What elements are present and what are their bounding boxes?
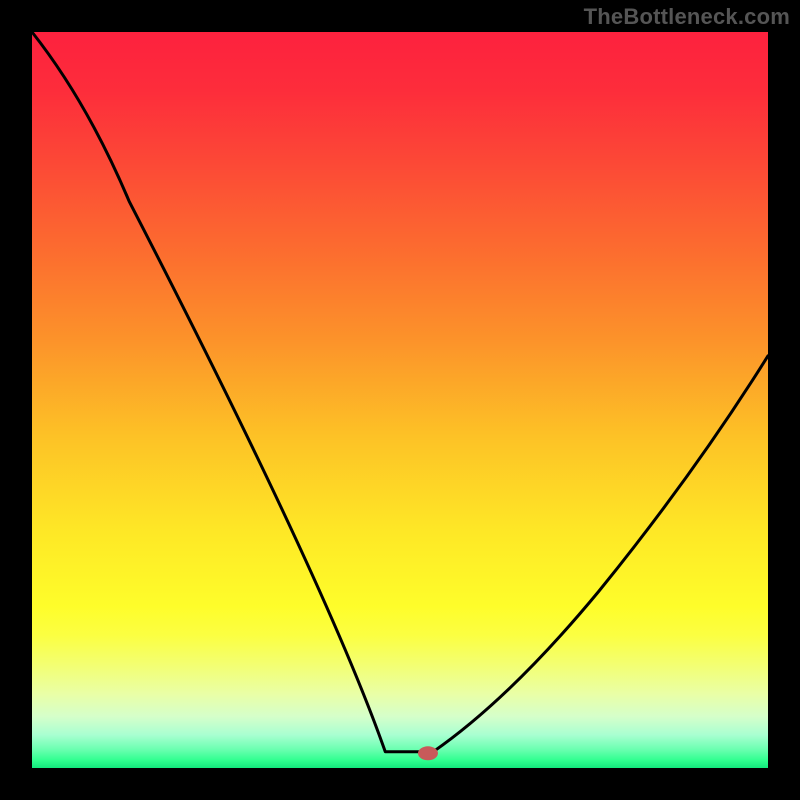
bottleneck-chart: [0, 0, 800, 800]
plot-background: [32, 32, 768, 768]
attribution-text: TheBottleneck.com: [584, 4, 790, 30]
minimum-marker: [418, 746, 438, 760]
